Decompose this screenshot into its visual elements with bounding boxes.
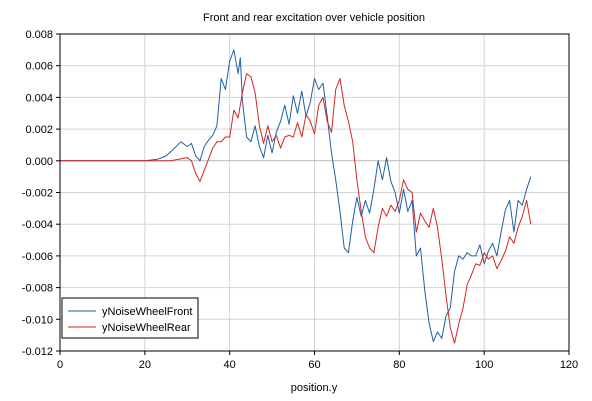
y-tick-label: 0.000 [25, 156, 53, 168]
y-tick-label: -0.012 [22, 346, 53, 358]
y-tick-label: 0.004 [25, 92, 53, 104]
y-tick-label: -0.010 [22, 314, 53, 326]
series-line-front [60, 49, 532, 342]
y-tick-label: -0.008 [22, 283, 53, 295]
legend-box [61, 297, 199, 339]
legend-label: yNoiseWheelRear [102, 322, 191, 334]
x-tick-label: 60 [308, 359, 320, 371]
y-tick-label: -0.004 [22, 219, 53, 231]
y-tick-label: 0.008 [25, 29, 53, 41]
series-line-rear [60, 73, 532, 344]
x-tick-label: 0 [57, 359, 63, 371]
x-axis-label: position.y [291, 382, 338, 394]
x-tick-label: 40 [224, 359, 236, 371]
x-tick-label: 20 [139, 359, 151, 371]
chart-title: Front and rear excitation over vehicle p… [203, 12, 425, 24]
legend: yNoiseWheelFront yNoiseWheelRear [61, 297, 199, 339]
series-layer [60, 49, 532, 344]
y-tick-label: -0.006 [22, 251, 53, 263]
x-tick-label: 80 [393, 359, 405, 371]
y-tick-label: 0.002 [25, 124, 53, 136]
y-tick-label: -0.002 [22, 188, 53, 200]
x-tick-label: 120 [560, 359, 578, 371]
x-tick-label: 100 [475, 359, 493, 371]
plot-frame [59, 33, 570, 352]
y-tick-label: 0.006 [25, 61, 53, 73]
ticks-layer: 0 20 40 60 80 100 120 -0.012 -0.010 -0.008 -0.006 -… [22, 29, 578, 371]
legend-label: yNoiseWheelFront [102, 306, 192, 318]
